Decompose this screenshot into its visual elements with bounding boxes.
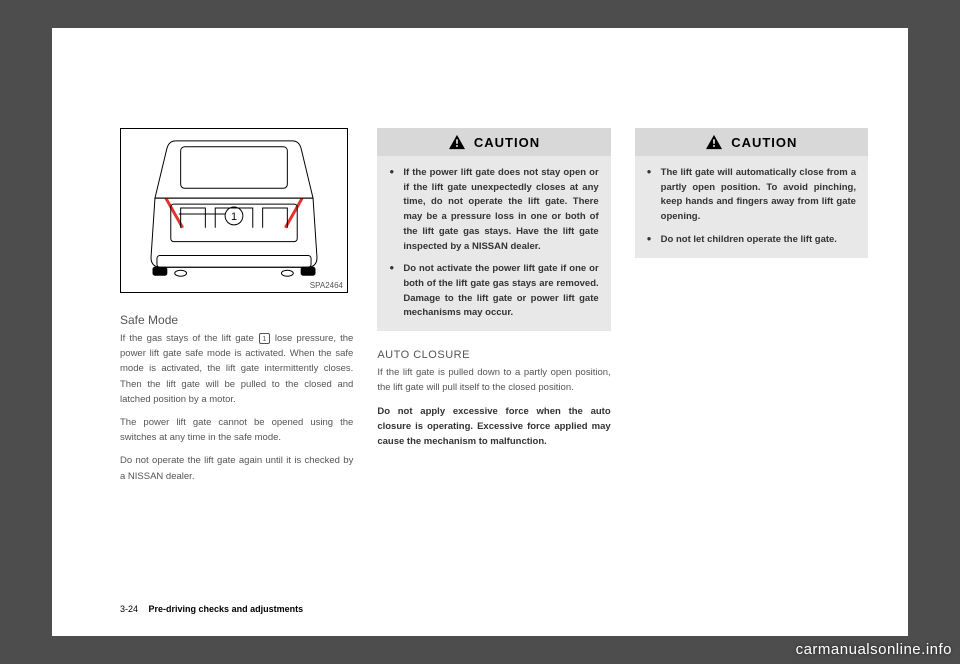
caution-label: CAUTION — [731, 135, 797, 150]
safe-mode-p3: Do not operate the lift gate again until… — [120, 453, 353, 483]
column-1: 1 — [120, 128, 353, 492]
svg-text:1: 1 — [231, 211, 237, 223]
section-title: Pre-driving checks and adjustments — [149, 604, 304, 614]
page-footer: 3-24 Pre-driving checks and adjustments — [120, 604, 303, 614]
column-3: CAUTION The lift gate will automatically… — [635, 128, 868, 492]
caution-bullet: Do not activate the power lift gate if o… — [389, 262, 598, 321]
column-2: CAUTION If the power lift gate does not … — [377, 128, 610, 492]
caution-bullet: The lift gate will automatically close f… — [647, 166, 856, 225]
safe-mode-p2: The power lift gate cannot be opened usi… — [120, 415, 353, 445]
auto-closure-p1: If the lift gate is pulled down to a par… — [377, 365, 610, 395]
caution-bullet: Do not let children operate the lift gat… — [647, 233, 856, 248]
caution-banner: CAUTION — [377, 128, 610, 156]
warning-icon — [448, 134, 466, 150]
caution-body: If the power lift gate does not stay ope… — [377, 156, 610, 331]
manual-page: 1 — [52, 28, 908, 636]
caution-banner: CAUTION — [635, 128, 868, 156]
page-number: 3-24 — [120, 604, 138, 614]
liftgate-diagram: 1 — [121, 129, 347, 292]
caution-bullet: If the power lift gate does not stay ope… — [389, 166, 598, 254]
auto-closure-p2: Do not apply excessive force when the au… — [377, 404, 610, 450]
safe-mode-p1: If the gas stays of the lift gate 1 lose… — [120, 331, 353, 407]
caution-body: The lift gate will automatically close f… — [635, 156, 868, 258]
heading-auto-closure: AUTO CLOSURE — [377, 349, 610, 361]
figure-liftgate: 1 — [120, 128, 348, 293]
caution-label: CAUTION — [474, 135, 540, 150]
callout-ref-1: 1 — [259, 333, 270, 344]
watermark: carmanualsonline.info — [796, 641, 952, 658]
figure-code: SPA2464 — [310, 281, 343, 290]
heading-safe-mode: Safe Mode — [120, 313, 353, 327]
columns: 1 — [120, 128, 868, 492]
warning-icon — [705, 134, 723, 150]
p1-text-a: If the gas stays of the lift gate — [120, 333, 258, 344]
